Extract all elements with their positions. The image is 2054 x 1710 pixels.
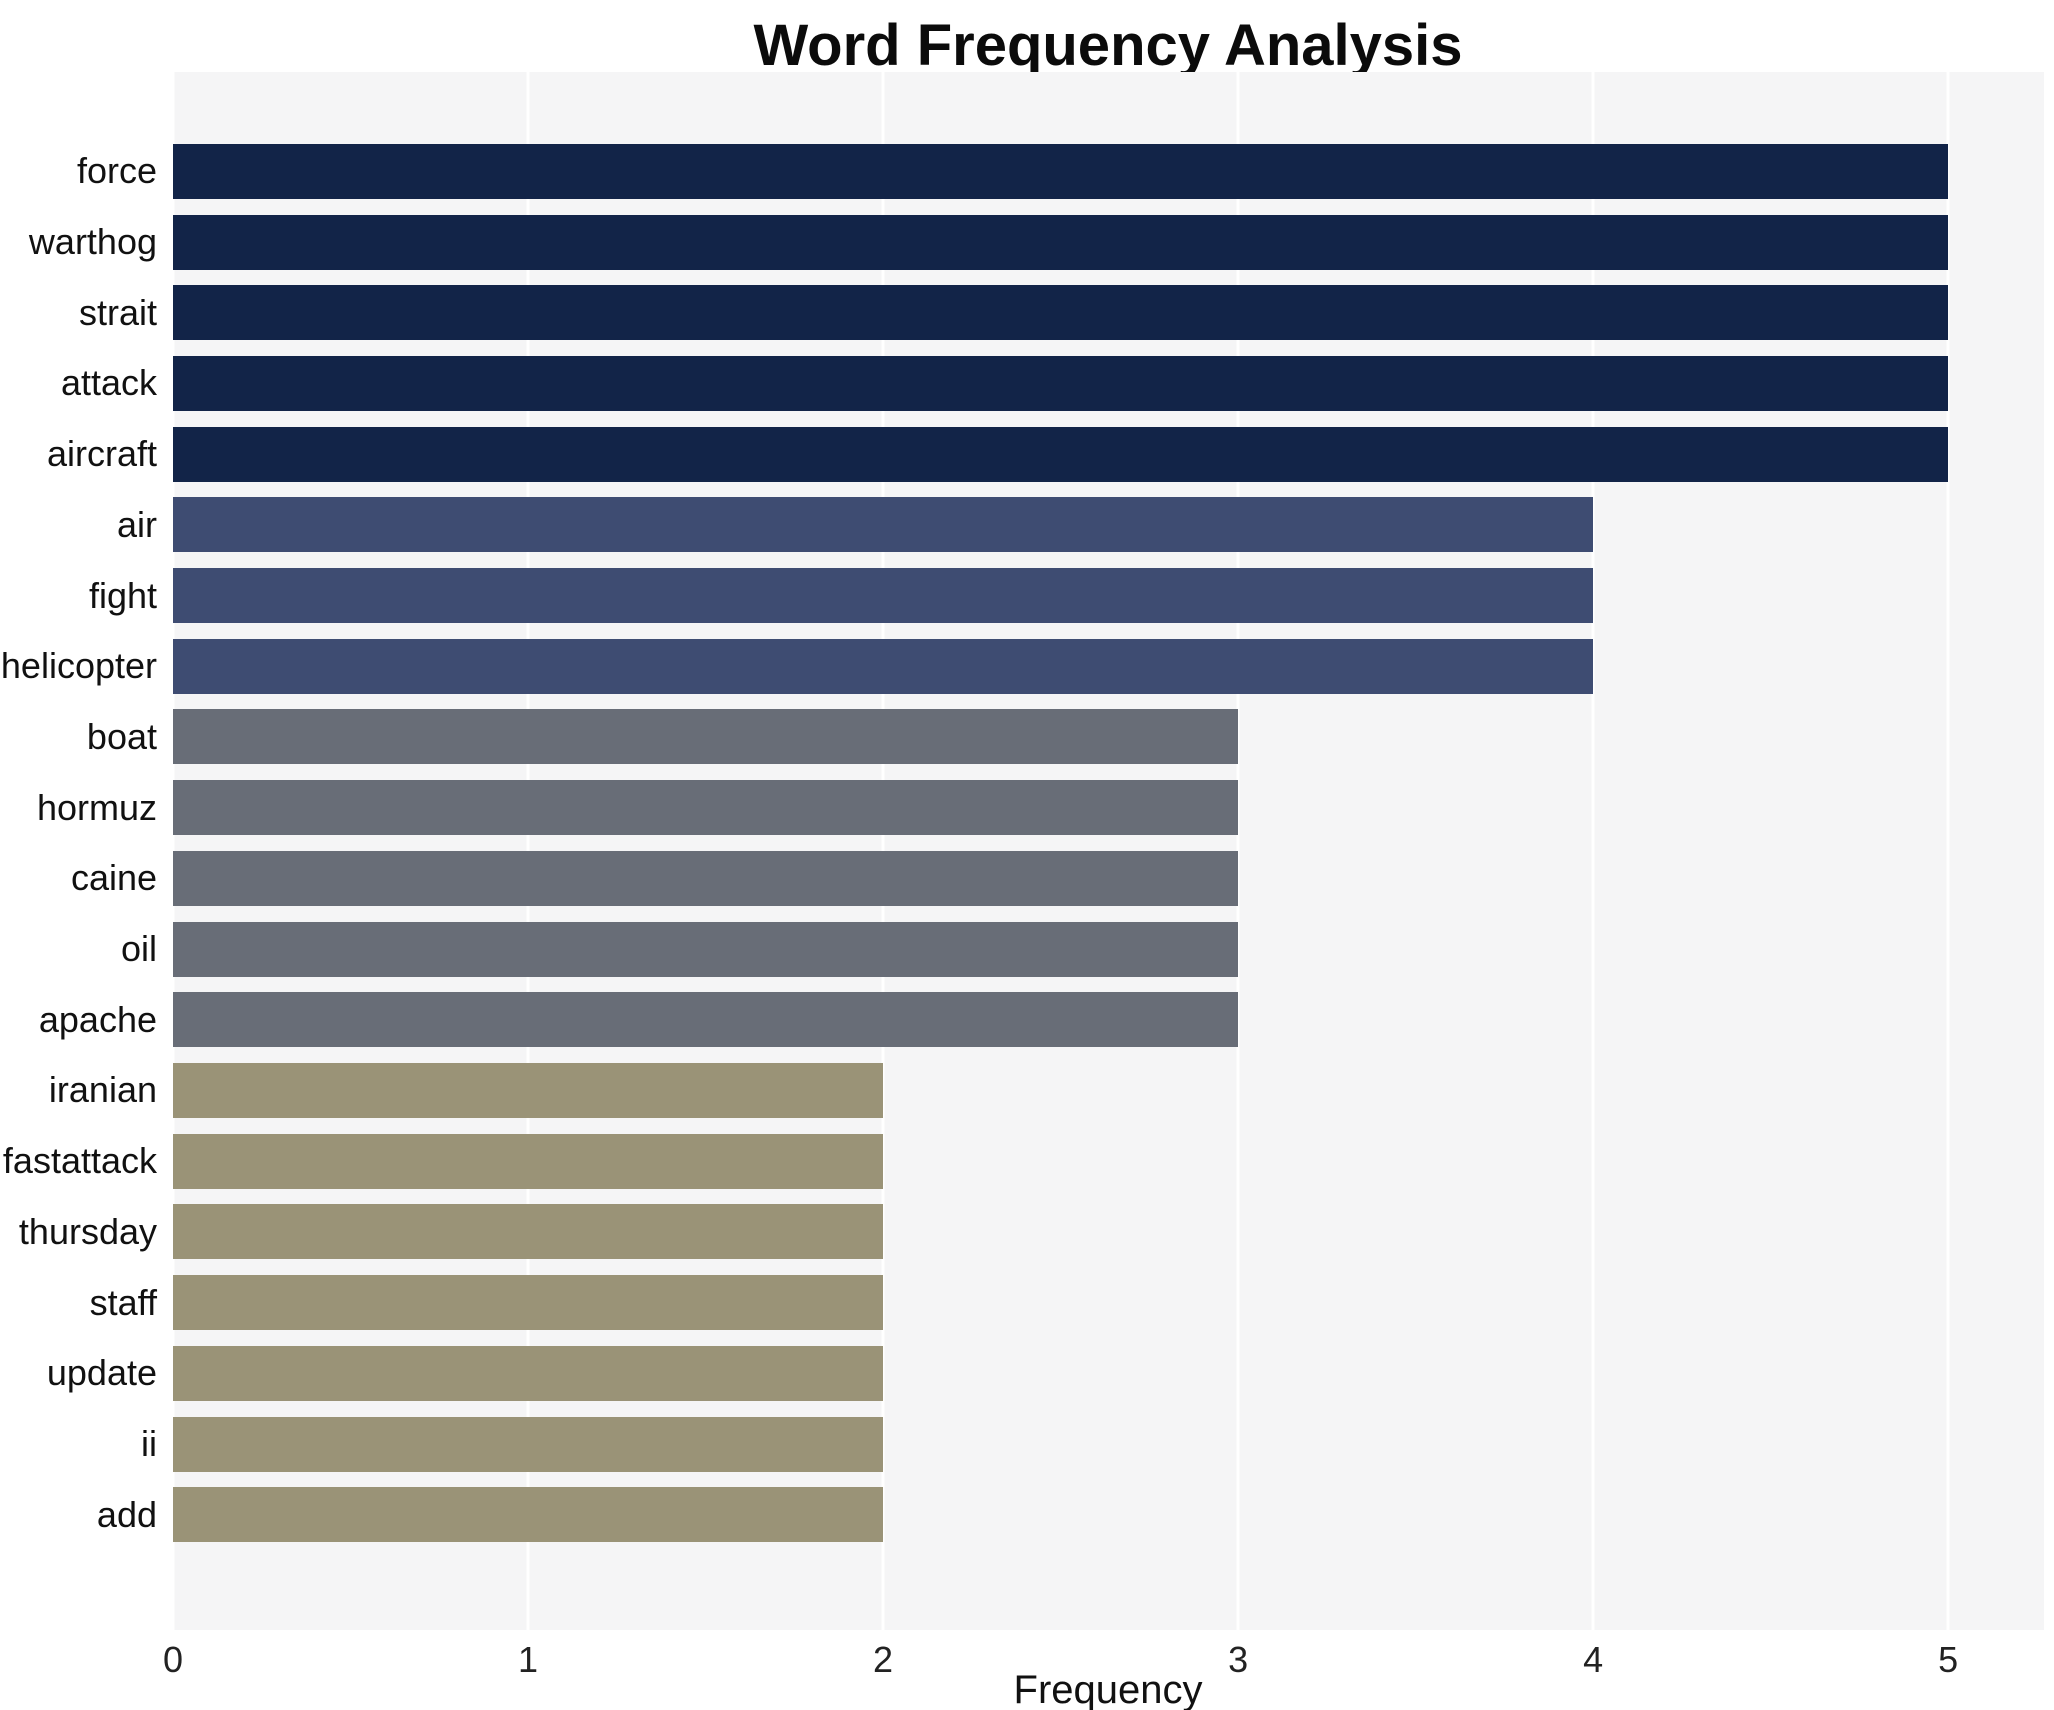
bar <box>173 1062 884 1118</box>
y-tick-label: force <box>76 150 157 192</box>
bar <box>173 780 1239 836</box>
bar <box>173 1204 884 1260</box>
y-tick-label: caine <box>70 857 157 899</box>
y-tick-label: thursday <box>18 1210 157 1252</box>
bar-row: add <box>97 1479 2044 1550</box>
y-tick-label: hormuz <box>36 786 157 828</box>
y-tick-label: iranian <box>48 1069 157 1111</box>
chart-title: Word Frequency Analysis <box>753 13 1463 78</box>
bar <box>173 143 1949 199</box>
bar-row: hormuz <box>37 772 2044 843</box>
gridline <box>1591 72 1595 1630</box>
bar <box>173 355 1949 411</box>
y-tick-label: fastattack <box>2 1140 157 1182</box>
y-tick-label: aircraft <box>46 433 157 475</box>
bar <box>173 992 1239 1048</box>
bar <box>173 285 1949 341</box>
bar-row: strait <box>79 277 2044 348</box>
bar <box>173 709 1239 765</box>
bar <box>173 638 1594 694</box>
bar-row: ii <box>141 1409 2044 1480</box>
y-tick-label: staff <box>89 1281 157 1323</box>
bar <box>173 850 1239 906</box>
bar <box>173 1345 884 1401</box>
bar <box>173 1487 884 1543</box>
bar <box>173 1275 884 1331</box>
x-tick-label: 1 <box>518 1639 539 1680</box>
x-axis-label: Frequency <box>1013 1668 1203 1710</box>
bar-row: helicopter <box>1 631 2044 702</box>
x-tick-label: 5 <box>1938 1639 1959 1680</box>
bar <box>173 497 1594 553</box>
bar-row: warthog <box>29 207 2044 278</box>
bar-row: update <box>47 1338 2044 1409</box>
bar-row: staff <box>90 1267 2044 1338</box>
gridline <box>1236 72 1240 1630</box>
bar <box>173 1416 884 1472</box>
bar-row: caine <box>71 843 2044 914</box>
bar-rows: force warthog strait attack aircraft air fight… <box>1 136 2044 1550</box>
bar <box>173 214 1949 270</box>
bar <box>173 568 1594 624</box>
y-tick-label: oil <box>120 928 157 970</box>
y-tick-label: update <box>46 1352 157 1394</box>
bar-row: iranian <box>49 1055 2044 1126</box>
x-tick-label: 2 <box>873 1639 894 1680</box>
x-tick-label: 3 <box>1228 1639 1249 1680</box>
y-tick-label: apache <box>38 998 157 1040</box>
y-tick-label: warthog <box>28 221 157 263</box>
plot-area: force warthog strait attack aircraft air fight… <box>1 72 2044 1630</box>
gridline <box>1946 72 1950 1630</box>
bar-row: fight <box>89 560 2044 631</box>
bar-row: aircraft <box>47 419 2044 490</box>
bar <box>173 426 1949 482</box>
bar-row: attack <box>61 348 2044 419</box>
y-tick-label: attack <box>60 362 157 404</box>
x-axis-ticks: 0 1 2 3 4 5 <box>163 1639 2044 1686</box>
y-tick-label: add <box>96 1493 157 1535</box>
bar-row: boat <box>87 702 2044 773</box>
bar-row: apache <box>39 984 2044 1055</box>
y-tick-label: fight <box>88 574 157 616</box>
bar-row: force <box>77 136 2044 207</box>
bar <box>173 1133 884 1189</box>
y-tick-label: helicopter <box>0 645 157 687</box>
y-tick-label: air <box>116 503 157 545</box>
bar <box>173 921 1239 977</box>
y-tick-label: ii <box>141 1423 157 1464</box>
bar-row: thursday <box>19 1197 2044 1268</box>
x-tick-label: 4 <box>1583 1639 1604 1680</box>
bar-row: air <box>117 490 2044 561</box>
bar-row: fastattack <box>3 1126 2044 1197</box>
y-tick-label: strait <box>78 291 157 333</box>
y-tick-label: boat <box>86 715 157 757</box>
x-tick-label: 0 <box>162 1639 184 1680</box>
bar-row: oil <box>121 914 2044 985</box>
